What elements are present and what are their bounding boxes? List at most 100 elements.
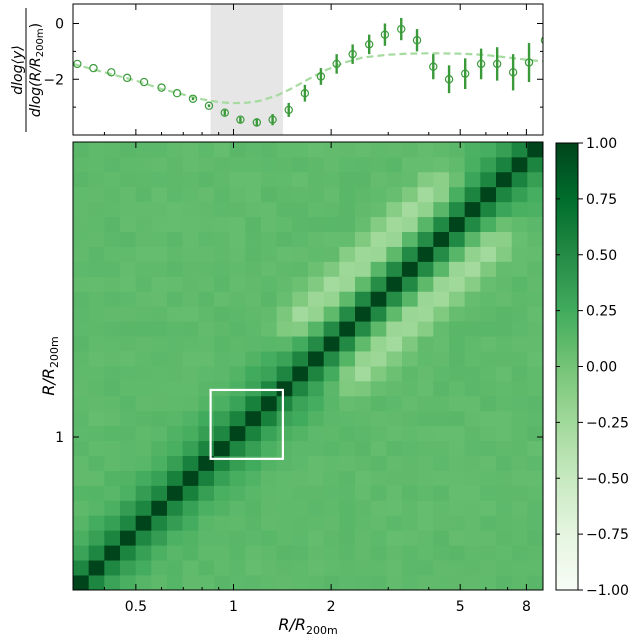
heatmap-cell bbox=[323, 171, 340, 188]
heatmap-cell bbox=[323, 440, 340, 456]
heatmap-cell bbox=[276, 306, 293, 322]
heatmap-cell bbox=[339, 156, 356, 173]
heatmap-cell bbox=[73, 470, 90, 486]
heatmap-cell bbox=[229, 366, 246, 382]
heatmap-cell bbox=[292, 470, 309, 486]
heatmap-cell bbox=[120, 455, 137, 471]
heatmap-cell bbox=[198, 306, 215, 322]
heatmap-cell bbox=[104, 231, 121, 247]
heatmap-cell bbox=[167, 156, 184, 173]
heatmap-cell bbox=[402, 440, 419, 456]
heatmap-cell bbox=[527, 560, 544, 576]
heatmap-cell bbox=[229, 156, 246, 173]
heatmap-cell bbox=[245, 410, 262, 427]
heatmap-cell bbox=[245, 425, 262, 442]
heatmap-cell bbox=[135, 216, 152, 232]
data-points bbox=[73, 17, 543, 127]
heatmap-cell bbox=[229, 485, 246, 501]
heatmap-cell bbox=[214, 156, 231, 173]
heatmap-cell bbox=[402, 171, 419, 188]
heatmap-cell bbox=[214, 530, 231, 546]
heatmap-cell bbox=[433, 171, 450, 188]
heatmap-cell bbox=[370, 142, 387, 158]
heatmap-cell bbox=[229, 336, 246, 352]
heatmap-cell bbox=[527, 246, 544, 262]
heatmap-cell bbox=[261, 530, 278, 546]
heatmap-cell bbox=[355, 425, 372, 442]
heatmap-x-tick-label-2: 2 bbox=[327, 599, 336, 615]
heatmap-cell bbox=[464, 171, 481, 188]
heatmap-cell bbox=[229, 440, 246, 456]
heatmap-cell bbox=[276, 216, 293, 232]
heatmap-cell bbox=[308, 515, 325, 531]
heatmap-cell bbox=[198, 276, 215, 292]
heatmap-cell bbox=[229, 395, 246, 412]
heatmap-cell bbox=[182, 142, 199, 158]
heatmap-cell bbox=[417, 171, 434, 188]
heatmap-cell bbox=[276, 575, 293, 591]
heatmap-cell bbox=[386, 560, 403, 576]
heatmap-cell bbox=[214, 560, 231, 576]
heatmap-cell bbox=[292, 231, 309, 247]
heatmap-cell bbox=[402, 216, 419, 232]
heatmap-cell bbox=[104, 142, 121, 158]
heatmap-cell bbox=[417, 440, 434, 456]
heatmap-cell bbox=[464, 545, 481, 561]
heatmap-panel: 0.5 1 2 5 8 1 R/R200m R/R200m bbox=[39, 141, 544, 637]
heatmap-cell bbox=[386, 306, 403, 322]
heatmap-cell bbox=[433, 515, 450, 531]
heatmap-cell bbox=[73, 440, 90, 456]
heatmap-cell bbox=[214, 306, 231, 322]
heatmap-frame bbox=[72, 141, 544, 591]
heatmap-cell bbox=[276, 186, 293, 203]
heatmap-cell bbox=[73, 575, 90, 591]
heatmap-cell bbox=[292, 142, 309, 158]
heatmap-cell bbox=[182, 380, 199, 397]
heatmap-cell bbox=[370, 395, 387, 412]
heatmap-cell bbox=[276, 291, 293, 307]
heatmap-cell bbox=[198, 156, 215, 173]
data-point-15 bbox=[316, 72, 326, 81]
heatmap-cell bbox=[339, 366, 356, 382]
heatmap-cell bbox=[402, 246, 419, 262]
heatmap-cell bbox=[511, 425, 528, 442]
data-point-25 bbox=[476, 59, 486, 69]
heatmap-cell bbox=[511, 545, 528, 561]
heatmap-cell bbox=[151, 216, 168, 232]
heatmap-cell bbox=[480, 201, 497, 218]
heatmap-cell bbox=[370, 575, 387, 591]
heatmap-cell bbox=[292, 216, 309, 232]
heatmap-cell bbox=[370, 485, 387, 501]
heatmap-cell bbox=[480, 530, 497, 546]
heatmap-cell bbox=[339, 231, 356, 247]
heatmap-cell bbox=[433, 530, 450, 546]
heatmap-cell bbox=[245, 545, 262, 561]
heatmap-cell bbox=[276, 201, 293, 218]
heatmap-cell bbox=[245, 575, 262, 591]
heatmap-cell bbox=[276, 261, 293, 277]
heatmap-cell bbox=[370, 201, 387, 218]
heatmap-cell bbox=[355, 500, 372, 516]
top-y-tick-label-1: −2 bbox=[43, 72, 64, 88]
heatmap-cell bbox=[496, 276, 513, 292]
heatmap-cell bbox=[417, 575, 434, 591]
heatmap-cell bbox=[339, 291, 356, 307]
heatmap-cell bbox=[355, 291, 372, 307]
heatmap-cell bbox=[73, 560, 90, 576]
heatmap-cell bbox=[355, 485, 372, 501]
heatmap-cell bbox=[339, 321, 356, 337]
heatmap-cell bbox=[527, 470, 544, 486]
data-point-17 bbox=[348, 49, 357, 59]
heatmap-cell bbox=[480, 455, 497, 471]
heatmap-cell bbox=[198, 261, 215, 277]
heatmap-cell bbox=[104, 455, 121, 471]
data-point-13 bbox=[284, 105, 293, 115]
heatmap-cell bbox=[308, 261, 325, 277]
heatmap-cell bbox=[402, 366, 419, 382]
data-point-3 bbox=[122, 73, 132, 83]
heatmap-cell bbox=[73, 261, 90, 277]
heatmap-cell bbox=[104, 530, 121, 546]
heatmap-cell bbox=[464, 231, 481, 247]
heatmap-cell bbox=[73, 201, 90, 218]
